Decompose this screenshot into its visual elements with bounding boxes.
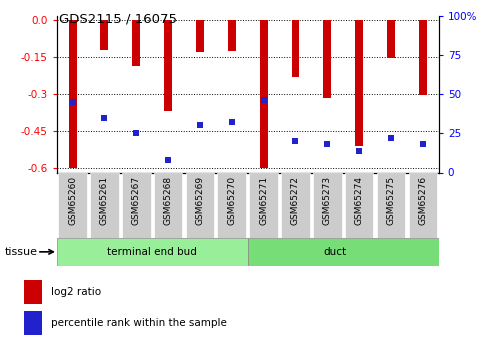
Text: GSM65268: GSM65268	[164, 176, 173, 225]
Bar	[90, 172, 119, 238]
Text: GSM65273: GSM65273	[323, 176, 332, 225]
Text: GSM65272: GSM65272	[291, 176, 300, 225]
Text: log2 ratio: log2 ratio	[51, 287, 102, 297]
Bar	[313, 172, 342, 238]
Bar	[186, 172, 214, 238]
Bar	[387, 20, 395, 58]
Bar	[132, 20, 141, 66]
Text: GSM65275: GSM65275	[387, 176, 395, 225]
Bar	[345, 172, 374, 238]
Text: GSM65270: GSM65270	[227, 176, 236, 225]
Bar	[154, 172, 182, 238]
Bar	[228, 20, 236, 51]
Bar	[58, 172, 87, 238]
Text: GSM65261: GSM65261	[100, 176, 109, 225]
Bar	[122, 172, 151, 238]
Text: GSM65276: GSM65276	[419, 176, 427, 225]
Text: percentile rank within the sample: percentile rank within the sample	[51, 318, 227, 328]
Text: terminal end bud: terminal end bud	[107, 247, 197, 257]
Bar	[249, 172, 278, 238]
Bar	[419, 20, 427, 95]
Bar	[409, 172, 437, 238]
Text: tissue: tissue	[5, 247, 38, 257]
Bar	[291, 20, 299, 77]
Bar	[260, 20, 268, 168]
Bar	[377, 172, 405, 238]
Bar	[323, 20, 331, 98]
Text: GDS2115 / 16075: GDS2115 / 16075	[59, 12, 177, 25]
Bar	[164, 20, 172, 111]
Text: duct: duct	[324, 247, 347, 257]
Bar	[281, 172, 310, 238]
Bar	[355, 20, 363, 146]
Text: GSM65271: GSM65271	[259, 176, 268, 225]
Text: GSM65269: GSM65269	[195, 176, 205, 225]
Bar	[101, 20, 108, 50]
Bar	[247, 238, 439, 266]
Text: GSM65274: GSM65274	[354, 176, 364, 225]
Text: GSM65260: GSM65260	[68, 176, 77, 225]
Bar	[196, 20, 204, 52]
Bar	[24, 312, 42, 335]
Bar	[24, 280, 42, 304]
Bar	[57, 238, 247, 266]
Text: GSM65267: GSM65267	[132, 176, 141, 225]
Bar	[217, 172, 246, 238]
Bar	[69, 20, 76, 168]
